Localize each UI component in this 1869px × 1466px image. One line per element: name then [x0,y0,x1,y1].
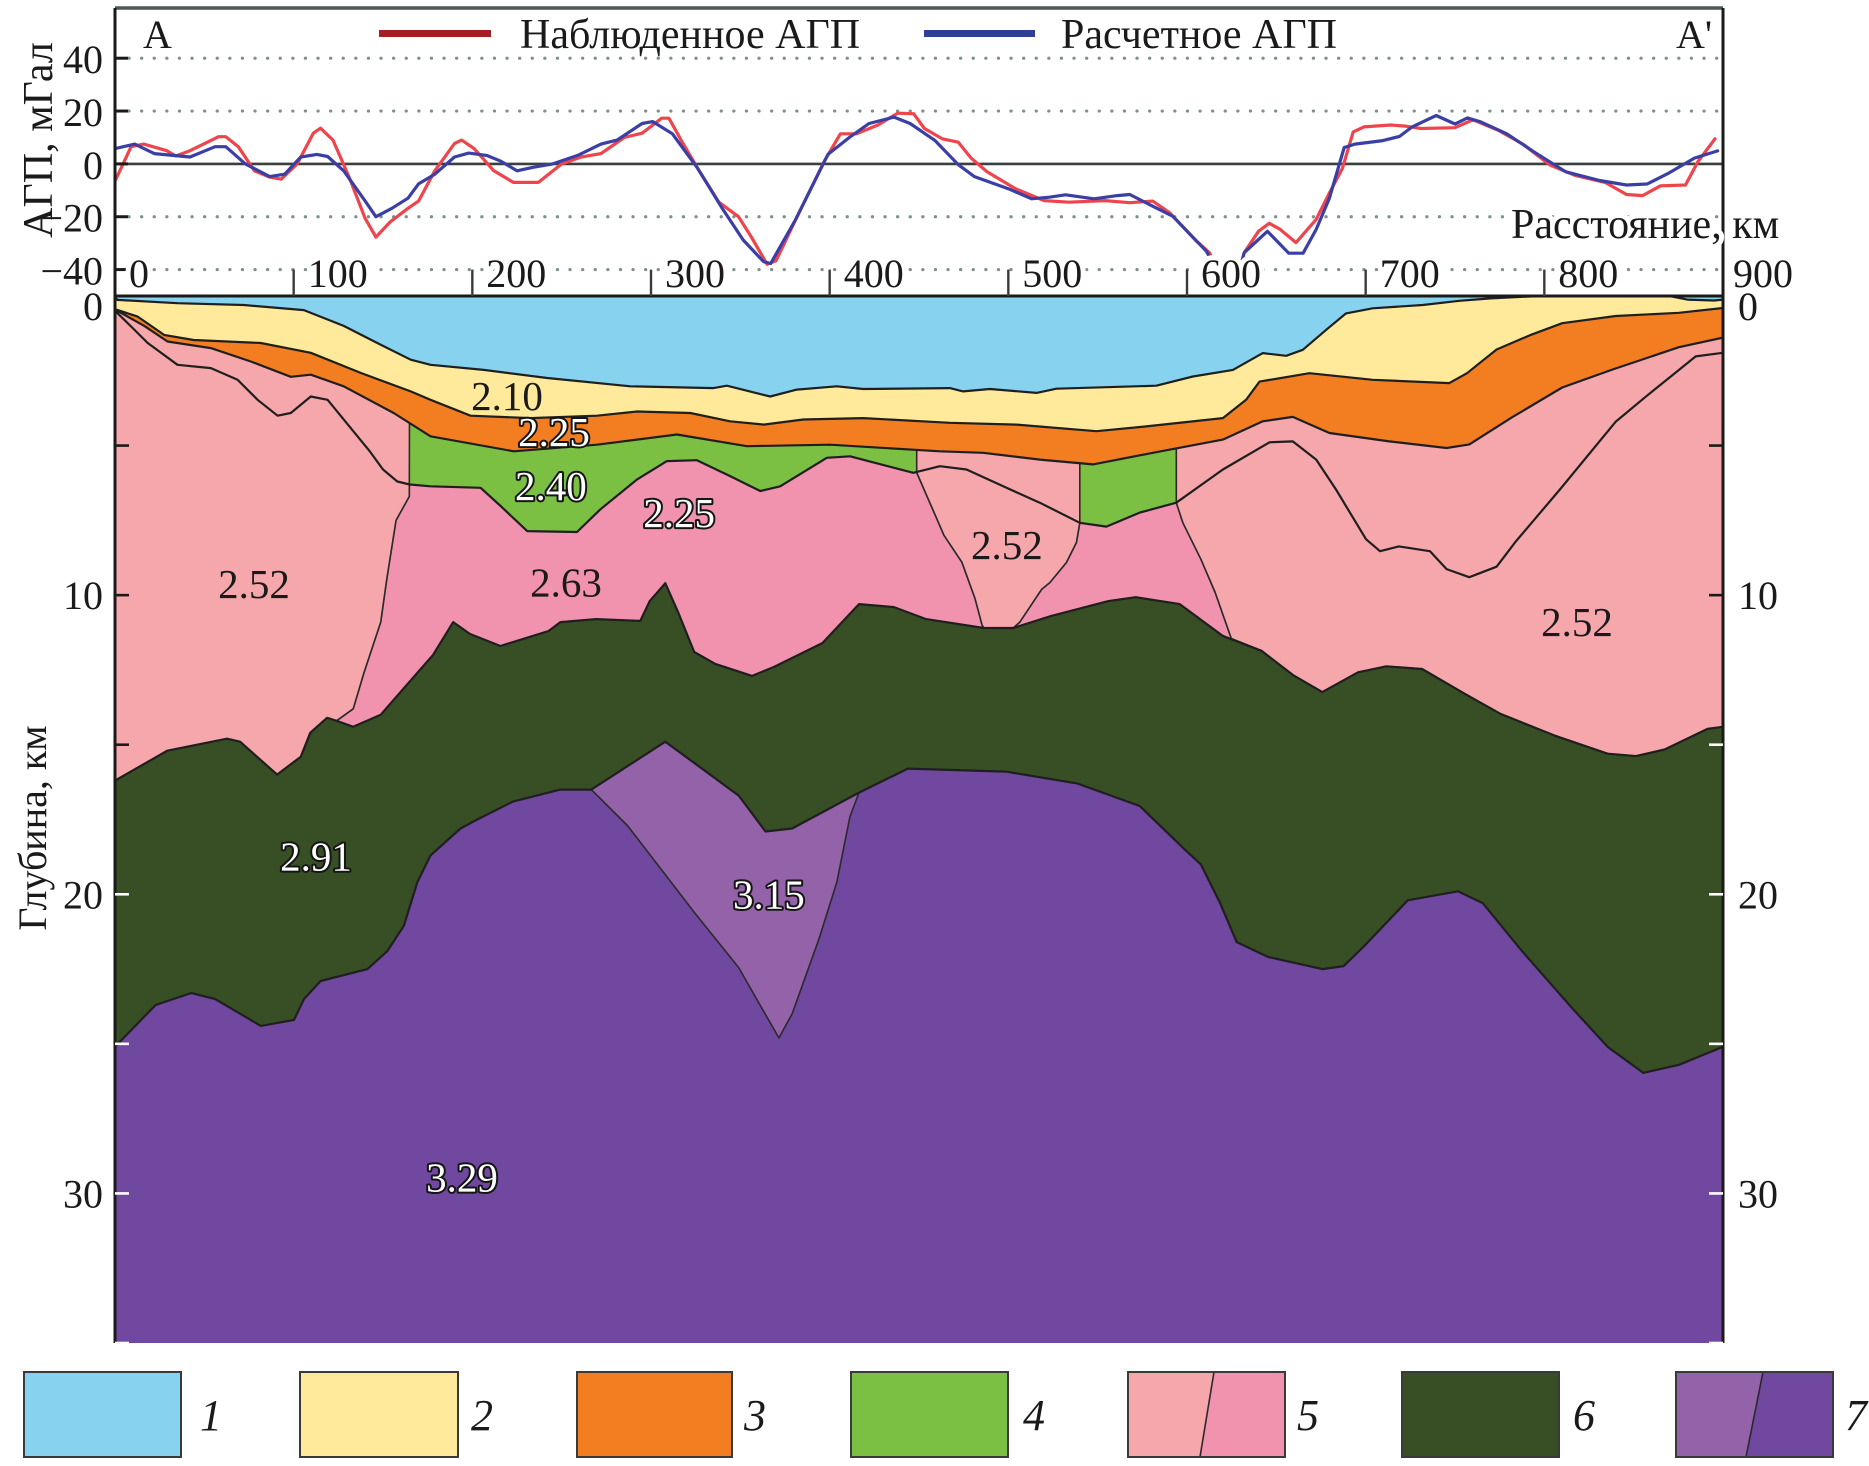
distance-axis-title: Расстояние, км [1511,202,1779,248]
legend-item-3: 3 [576,1371,766,1458]
legend-swatch-1 [23,1371,182,1458]
boundary-layer-6-base [115,740,1723,1075]
legend-item-6: 6 [1401,1371,1595,1458]
calculated-gravity-curve [115,113,1720,282]
gravity-axis-title: АГП, мГал [16,42,62,238]
depth-tick-label-left: 0 [83,284,103,329]
depth-tick-label-left: 10 [63,573,103,618]
distance-tick-label: 100 [308,251,368,296]
depth-tick-label-left: 30 [63,1171,103,1216]
profile-end-label: A' [1676,12,1712,57]
distance-tick-label: 600 [1201,251,1261,296]
gravity-ytick-label: 20 [63,90,103,135]
gravity-ytick-label: −40 [40,249,103,294]
legend-item-2: 2 [299,1371,493,1458]
density-label: 2.52 [971,522,1043,568]
legend-number-3: 3 [743,1391,766,1440]
legend-number-1: 1 [200,1391,222,1440]
layer-fill-1 [115,296,1723,397]
legend-swatch-7-left [1676,1372,1763,1457]
density-label: 2.63 [530,559,602,605]
distance-tick-label: 300 [665,251,725,296]
gravity-gridlines [115,56,1725,272]
legend-number-2: 2 [471,1391,493,1440]
density-label: 3.15 [733,871,805,917]
legend-swatch-5 [1127,1371,1286,1458]
legend-swatch-5-left [1128,1372,1214,1457]
density-label: 2.25 [518,409,590,455]
observed-gravity-curve [115,111,1717,282]
legend-swatch-2 [299,1371,459,1458]
legend-swatch-7 [1675,1371,1834,1458]
layer-boundaries [115,296,1723,1075]
distance-tick-label: 0 [129,251,149,296]
depth-tick-label-left: 20 [63,872,103,917]
legend-item-7: 7 [1675,1371,1869,1458]
gravity-ytick-label: 0 [83,143,103,188]
legend-number-4: 4 [1023,1391,1045,1440]
legend-swatch-7-right [1746,1372,1833,1457]
legend-item-5: 5 [1127,1371,1319,1458]
legend-swatch-3 [576,1371,733,1458]
legend-number-5: 5 [1297,1391,1319,1440]
legend-number-6: 6 [1573,1391,1595,1440]
density-label: 2.52 [1541,599,1613,645]
boundary-layer-4-base [115,310,1723,579]
density-label: 2.91 [280,833,352,879]
legend-swatch-calculated [924,30,1035,37]
depth-tick-label-right: 10 [1738,573,1778,618]
profile-start-label: A [143,12,172,57]
legend-swatch-5-right [1200,1372,1285,1457]
depth-axis-title: Глубина, км [10,725,55,930]
density-label: 2.40 [515,463,587,509]
legend-item-1: 1 [23,1371,222,1458]
legend-label-observed: Наблюденное АГП [520,12,860,58]
cross-section [115,296,1723,1343]
depth-tick-label-right: 30 [1738,1171,1778,1216]
distance-tick-label: 400 [844,251,904,296]
legend-swatch-observed [379,30,491,37]
distance-tick-label: 500 [1022,251,1082,296]
density-labels: 2.102.252.402.252.52 2.632.522.522.913.15… [218,373,1613,1202]
legend-swatch-4 [850,1371,1009,1458]
legend-swatch-6 [1401,1371,1560,1458]
density-label: 2.52 [218,561,290,607]
legend-item-4: 4 [850,1371,1045,1458]
gravity-ytick-label: −20 [40,196,103,241]
boundary-layer-1-base [115,296,1723,398]
depth-tick-label-right: 20 [1738,872,1778,917]
legend-swatch-5-divider [1199,1371,1215,1458]
depth-tick-label-right: 0 [1738,284,1758,329]
boundary-layer-2-base [115,306,1723,433]
density-label: 2.10 [471,373,543,419]
density-label: 2.25 [643,490,715,536]
gravity-curves [115,111,1720,282]
distance-tick-label: 200 [486,251,546,296]
gravity-ytick-label: 40 [63,37,103,82]
layer-legend: 1 2 3 4 5 6 7 [23,1371,1869,1458]
density-label: 3.29 [426,1154,498,1200]
boundary-layer-3-base [115,309,1723,466]
legend-number-7: 7 [1845,1391,1869,1440]
distance-tick-label: 900 [1733,251,1793,296]
distance-tick-label: 700 [1380,251,1440,296]
boundary-layer-5-base [115,582,1723,782]
gravity-legend: Наблюденное АГП Расчетное АГП [379,12,1337,58]
distance-tick-label: 800 [1558,251,1618,296]
legend-label-calculated: Расчетное АГП [1061,12,1337,58]
legend-swatch-7-divider [1745,1371,1764,1458]
